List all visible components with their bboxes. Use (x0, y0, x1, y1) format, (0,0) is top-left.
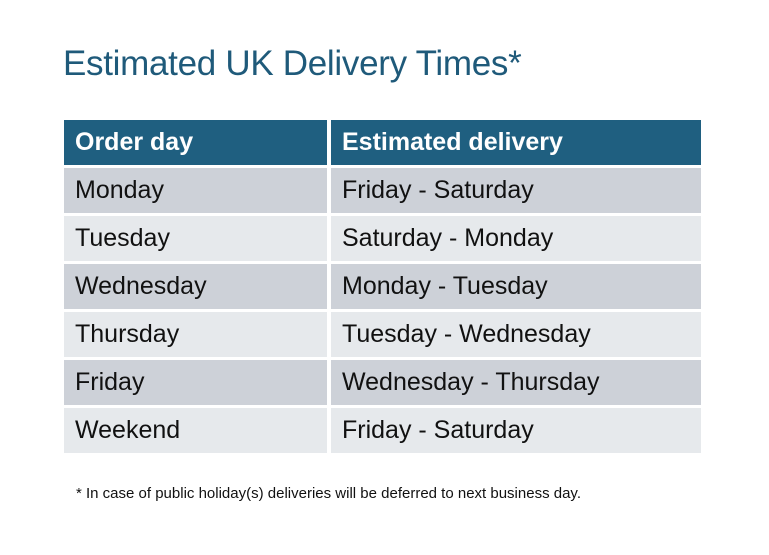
estimated-delivery-cell: Tuesday - Wednesday (331, 312, 701, 357)
estimated-delivery-cell: Saturday - Monday (331, 216, 701, 261)
estimated-delivery-cell: Friday - Saturday (331, 408, 701, 453)
order-day-cell: Thursday (64, 312, 327, 357)
order-day-cell: Weekend (64, 408, 327, 453)
order-day-cell: Tuesday (64, 216, 327, 261)
delivery-table: Order day Estimated delivery Monday Frida… (64, 120, 701, 453)
order-day-cell: Monday (64, 168, 327, 213)
header-estimated-delivery: Estimated delivery (331, 120, 701, 165)
page-title: Estimated UK Delivery Times* (63, 44, 522, 83)
estimated-delivery-cell: Monday - Tuesday (331, 264, 701, 309)
footnote: * In case of public holiday(s) deliverie… (76, 485, 581, 502)
order-day-cell: Wednesday (64, 264, 327, 309)
estimated-delivery-cell: Friday - Saturday (331, 168, 701, 213)
order-day-cell: Friday (64, 360, 327, 405)
estimated-delivery-cell: Wednesday - Thursday (331, 360, 701, 405)
header-order-day: Order day (64, 120, 327, 165)
